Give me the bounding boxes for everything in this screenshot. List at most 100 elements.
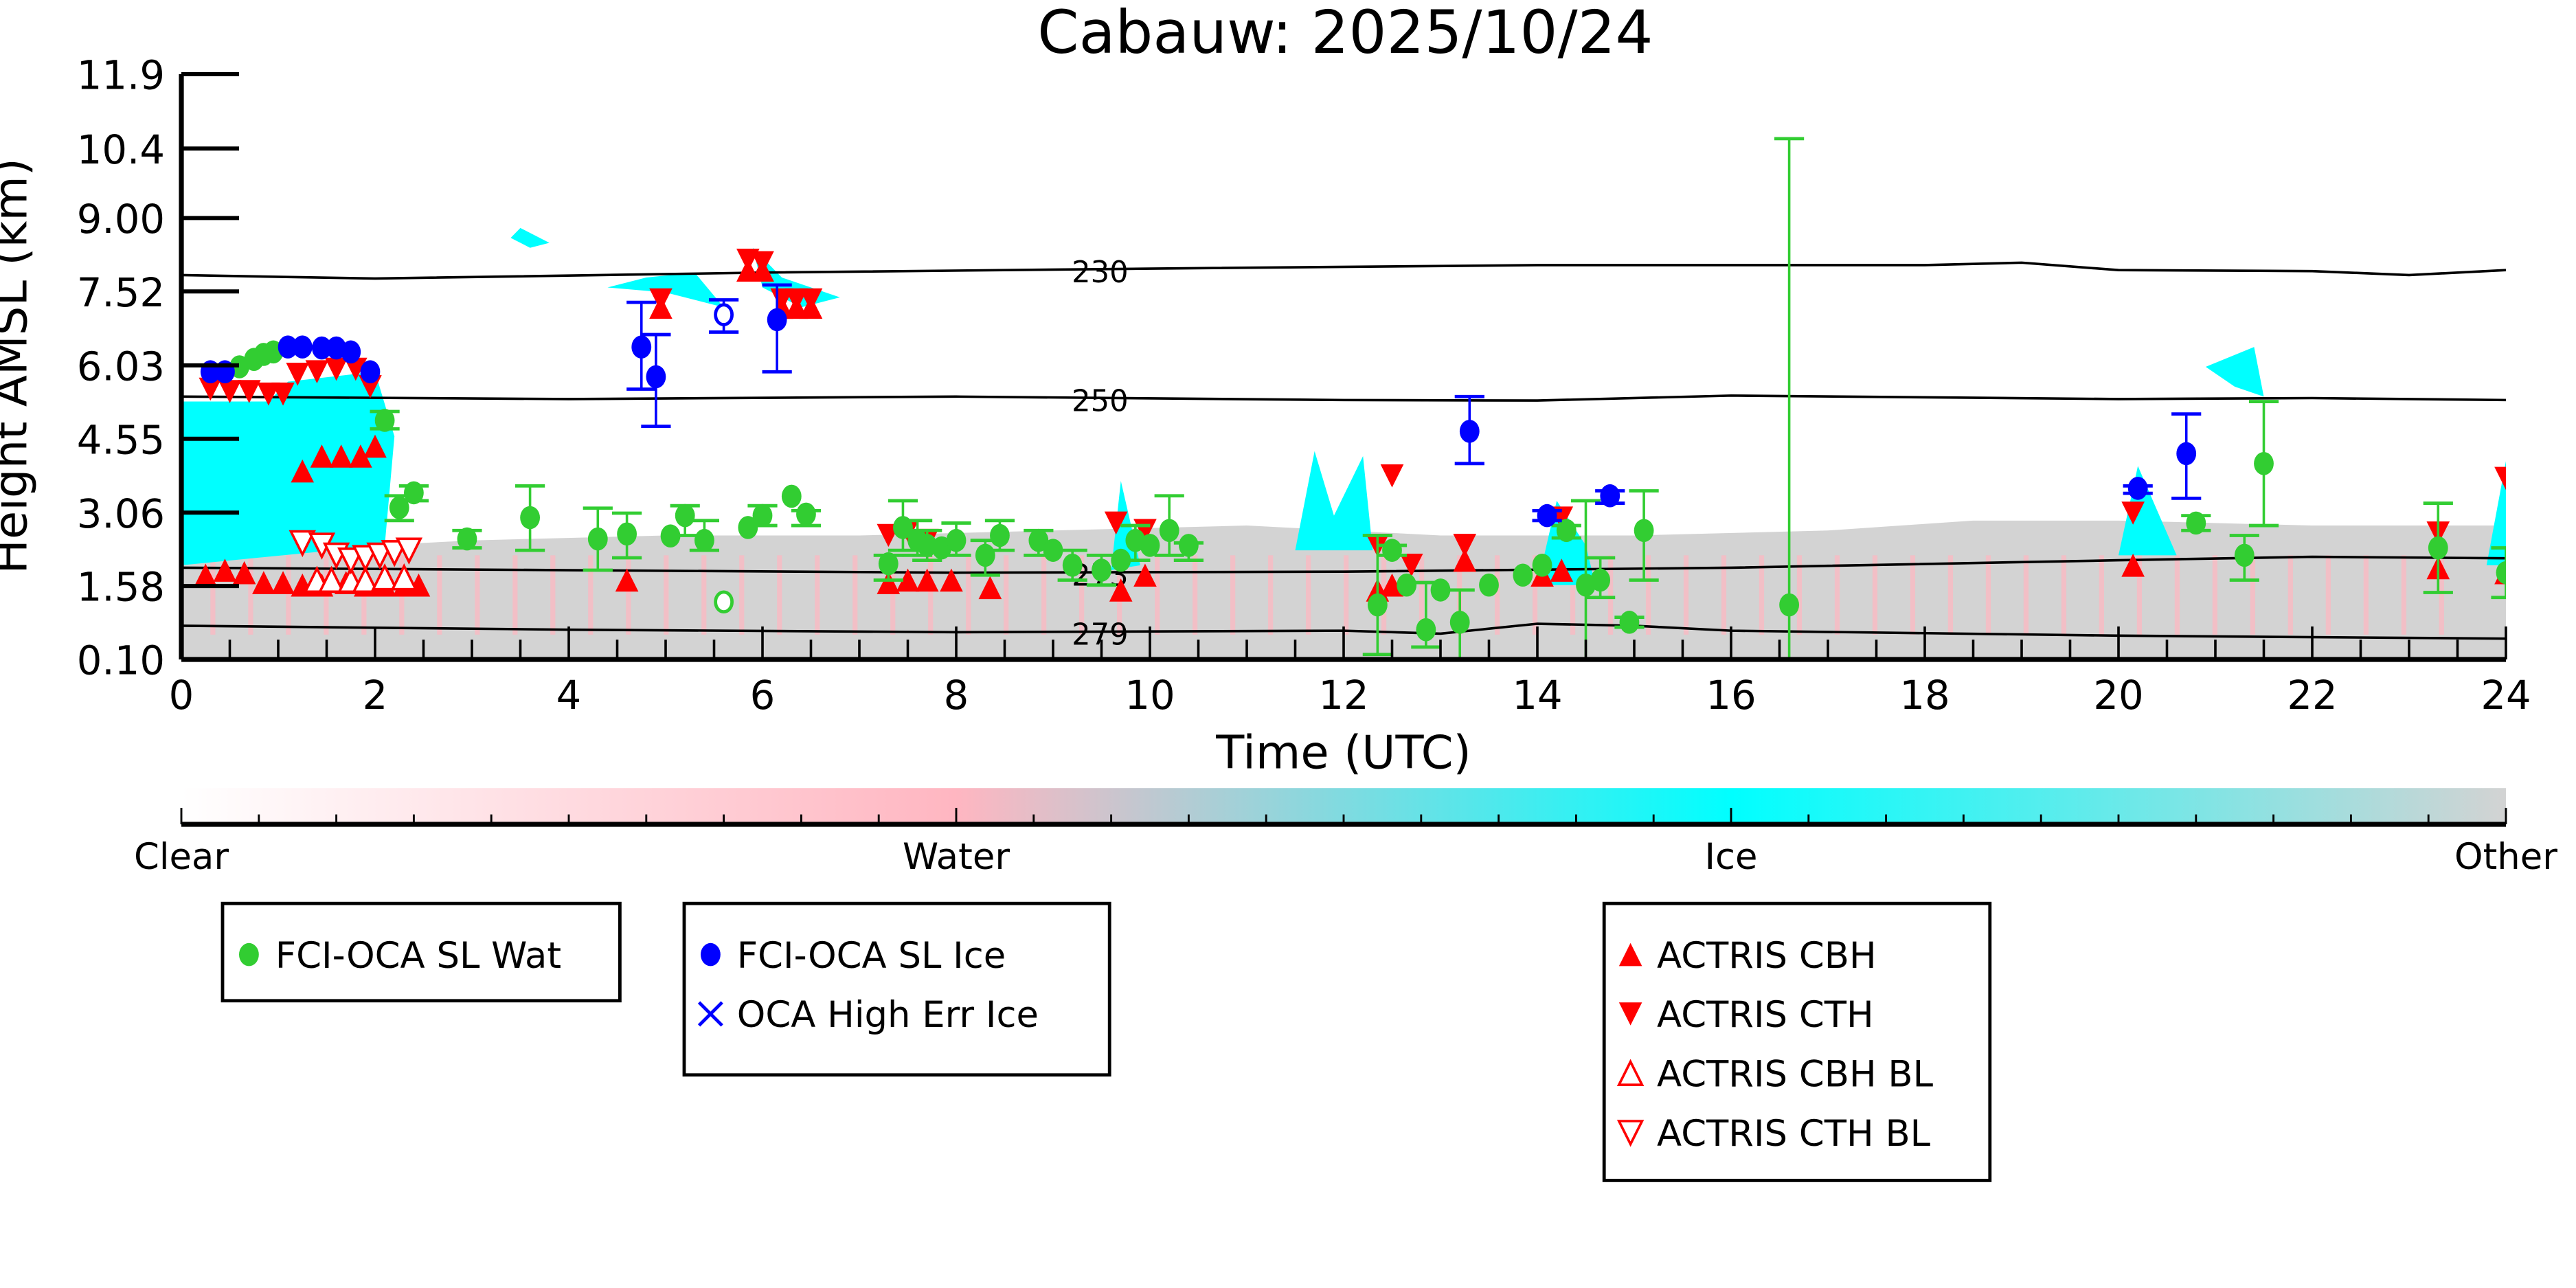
data-point-circle xyxy=(1043,539,1063,562)
data-point-triangle-down xyxy=(649,288,673,312)
data-point-triangle-down xyxy=(271,382,295,406)
water-mask-streak xyxy=(777,555,782,635)
data-point-circle xyxy=(675,504,695,528)
data-point-circle xyxy=(1532,554,1552,577)
data-point-triangle-up xyxy=(978,576,1002,600)
series-fci-oca-sl-wat xyxy=(229,137,2506,659)
data-point-triangle-up xyxy=(1453,548,1477,572)
water-mask-streak xyxy=(1344,555,1349,635)
data-point-triangle-up xyxy=(271,571,295,594)
data-point-circle xyxy=(631,335,652,359)
data-point-circle xyxy=(1556,519,1577,543)
temperature-contour-230 xyxy=(181,261,2506,280)
data-point-circle xyxy=(2186,511,2206,535)
data-point-circle xyxy=(292,335,313,359)
legend-marker-icon xyxy=(1616,1059,1645,1086)
data-point-circle xyxy=(946,528,967,552)
water-mask-streak xyxy=(2099,555,2104,635)
data-point-circle xyxy=(694,528,714,552)
data-point-circle xyxy=(767,308,787,332)
ice-cloud-mask xyxy=(181,372,395,565)
water-mask-streak xyxy=(2363,555,2369,635)
y-tick-label: 7.52 xyxy=(77,270,165,316)
data-point-circle xyxy=(1159,519,1179,543)
water-mask-streak xyxy=(248,555,253,635)
legend-box: ACTRIS CBH ACTRIS CTH ACTRIS CBH BL ACTRIS … xyxy=(1602,901,1992,1182)
water-mask-streak xyxy=(475,555,480,635)
data-point-circle xyxy=(796,502,816,526)
data-point-triangle-up xyxy=(915,568,939,592)
water-mask-streak xyxy=(815,555,820,635)
data-point-circle xyxy=(1479,573,1499,597)
legend-frame xyxy=(682,901,1111,1077)
data-point-circle xyxy=(1459,420,1480,443)
data-point-triangle-down xyxy=(324,357,348,381)
water-mask-streak xyxy=(2023,555,2029,635)
data-point-triangle-down xyxy=(2494,466,2506,490)
colorbar-label-other: Other xyxy=(2454,836,2557,878)
water-mask-streak xyxy=(2250,555,2255,635)
water-mask-streak xyxy=(2136,555,2142,635)
data-point-circle xyxy=(781,484,802,508)
data-point-circle xyxy=(1590,568,1611,592)
y-axis-label: Height AMSL (km) xyxy=(0,158,37,574)
data-point-circle xyxy=(975,543,995,567)
y-tick-label: 4.55 xyxy=(77,417,165,463)
data-point-triangle-up xyxy=(615,568,639,592)
legend-box: FCI-OCA SL Ice OCA High Err Ice xyxy=(682,901,1111,1077)
water-mask-streak xyxy=(210,555,216,635)
data-point-triangle-up xyxy=(896,568,920,592)
data-point-triangle-up xyxy=(1380,573,1404,597)
data-point-circle xyxy=(520,506,540,530)
data-point-triangle-up xyxy=(371,563,398,591)
water-mask-streak xyxy=(1268,555,1274,635)
data-point-triangle-down xyxy=(2121,501,2145,525)
legends: FCI-OCA SL Wat FCI-OCA SL Ice OCA High Err… xyxy=(221,901,1992,1182)
data-point-circle xyxy=(1179,534,1199,557)
data-point-triangle-up xyxy=(877,571,901,594)
data-point-triangle-up xyxy=(407,573,431,597)
data-point-circle xyxy=(1600,484,1620,508)
legend-marker-icon xyxy=(1618,942,1642,967)
legend-entry: ACTRIS CTH xyxy=(1657,994,1874,1036)
water-mask-streak xyxy=(1494,555,1500,635)
data-point-circle xyxy=(617,522,637,546)
data-point-triangle-down xyxy=(199,377,223,401)
data-point-circle xyxy=(278,335,298,359)
temperature-contour-250 xyxy=(181,394,2506,402)
data-point-triangle-up xyxy=(363,434,387,458)
legend-marker-icon xyxy=(239,942,259,967)
data-point-circle xyxy=(2496,561,2506,585)
legend-marker-icon xyxy=(701,942,721,967)
water-mask-streak xyxy=(550,555,556,635)
data-point-open-circle xyxy=(714,303,734,326)
data-point-circle xyxy=(878,552,899,576)
legend-marker-icon xyxy=(697,1001,723,1027)
y-tick-label: 3.06 xyxy=(77,491,165,537)
data-point-circle xyxy=(587,527,608,551)
water-mask-streak xyxy=(1910,555,1916,635)
data-point-triangle-down xyxy=(751,251,774,275)
data-point-circle xyxy=(1449,611,1470,634)
data-point-triangle-down xyxy=(257,382,280,406)
water-mask-streak xyxy=(437,555,442,635)
data-point-triangle-down xyxy=(237,380,261,403)
data-point-circle xyxy=(1367,593,1388,617)
data-point-triangle-up xyxy=(232,561,256,585)
data-point-triangle-up xyxy=(194,563,218,587)
x-tick-label: 24 xyxy=(2481,673,2531,719)
data-point-triangle-up xyxy=(317,565,346,594)
water-mask-streak xyxy=(1872,555,1878,635)
legend-entry: OCA High Err Ice xyxy=(737,994,1039,1036)
contour-label: 230 xyxy=(1072,256,1128,290)
data-point-circle xyxy=(738,516,758,539)
x-tick-label: 18 xyxy=(1899,673,1950,719)
data-point-triangle-down xyxy=(1380,464,1404,488)
x-tick-label: 0 xyxy=(169,673,194,719)
data-point-triangle-up xyxy=(390,563,418,591)
water-mask-streak xyxy=(1193,555,1198,635)
series-actris-cth-bl xyxy=(289,530,423,575)
legend-marker-icon xyxy=(1616,1120,1645,1147)
data-point-circle xyxy=(1416,618,1436,642)
